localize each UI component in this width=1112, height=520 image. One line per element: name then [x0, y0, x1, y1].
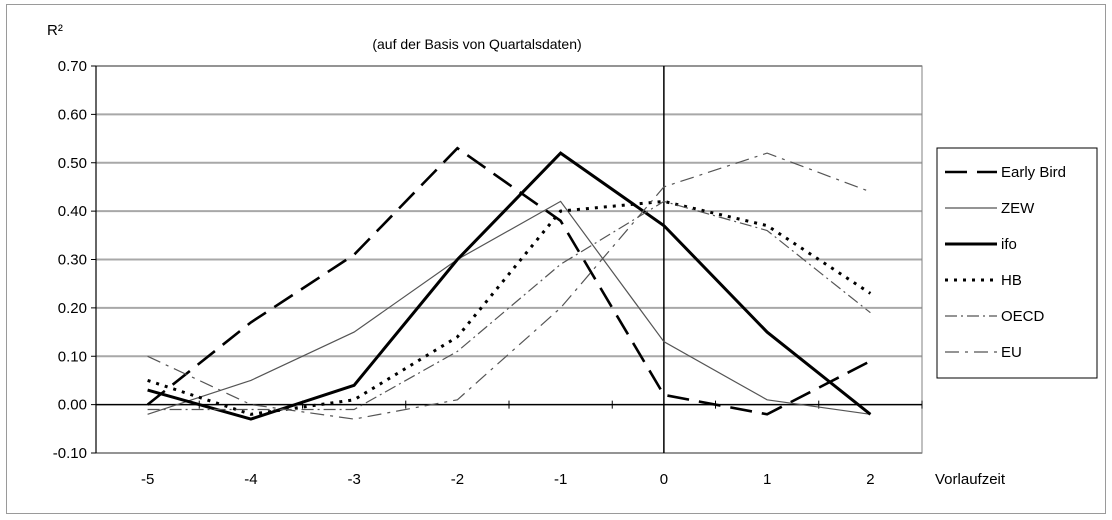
legend-label: EU: [1001, 344, 1022, 361]
x-tick-label: 2: [866, 471, 874, 488]
line-chart: 0.70 0.60 0.50 0.40 0.30 0.20 0.10 0.00 -0.10 -5…: [47, 22, 1098, 488]
chart-frame: 0.70 0.60 0.50 0.40 0.30 0.20 0.10 0.00 -0.10 -5…: [6, 4, 1106, 514]
legend-label: Early Bird: [1001, 164, 1066, 181]
legend-box: [936, 147, 1098, 379]
chart-title: (auf der Basis von Quartalsdaten): [372, 36, 581, 52]
legend: Early Bird ZEW ifo HB OECD EU: [936, 147, 1098, 379]
x-tick-label: 0: [660, 471, 668, 488]
x-tick-label: -3: [347, 471, 360, 488]
series-line-zew: [147, 200, 871, 415]
x-tick-label: 1: [763, 471, 771, 488]
y-axis: 0.70 0.60 0.50 0.40 0.30 0.20 0.10 0.00 -0.10: [53, 58, 97, 462]
x-tick-label: -1: [554, 471, 567, 488]
y-tick-label: 0.50: [58, 155, 87, 172]
x-tick-label: -4: [244, 471, 257, 488]
legend-label: ifo: [1001, 236, 1017, 253]
series-line-early-bird: [146, 146, 871, 416]
x-axis: -5 -4 -3 -2 -1 0 1 2: [95, 66, 923, 488]
x-axis-label: Vorlaufzeit: [935, 471, 1006, 488]
series-line-hb: [147, 199, 872, 416]
y-tick-label: 0.30: [58, 252, 87, 269]
legend-label: ZEW: [1001, 200, 1035, 217]
x-tick-label: -5: [141, 471, 154, 488]
legend-label: HB: [1001, 272, 1022, 289]
gridlines: [95, 65, 923, 454]
series-line-oecd: [147, 200, 871, 411]
y-tick-label: 0.40: [58, 203, 87, 220]
y-tick-label: 0.60: [58, 106, 87, 123]
y-axis-label: R²: [47, 22, 63, 39]
series-lines: [146, 146, 872, 421]
legend-label: OECD: [1001, 308, 1045, 325]
x-tick-label: -2: [451, 471, 464, 488]
y-tick-label: -0.10: [53, 445, 87, 462]
series-line-eu: [147, 152, 871, 420]
y-tick-label: 0.00: [58, 397, 87, 414]
y-tick-label: 0.10: [58, 348, 87, 365]
series-line-ifo: [147, 151, 872, 421]
y-tick-label: 0.20: [58, 300, 87, 317]
y-tick-label: 0.70: [58, 58, 87, 75]
